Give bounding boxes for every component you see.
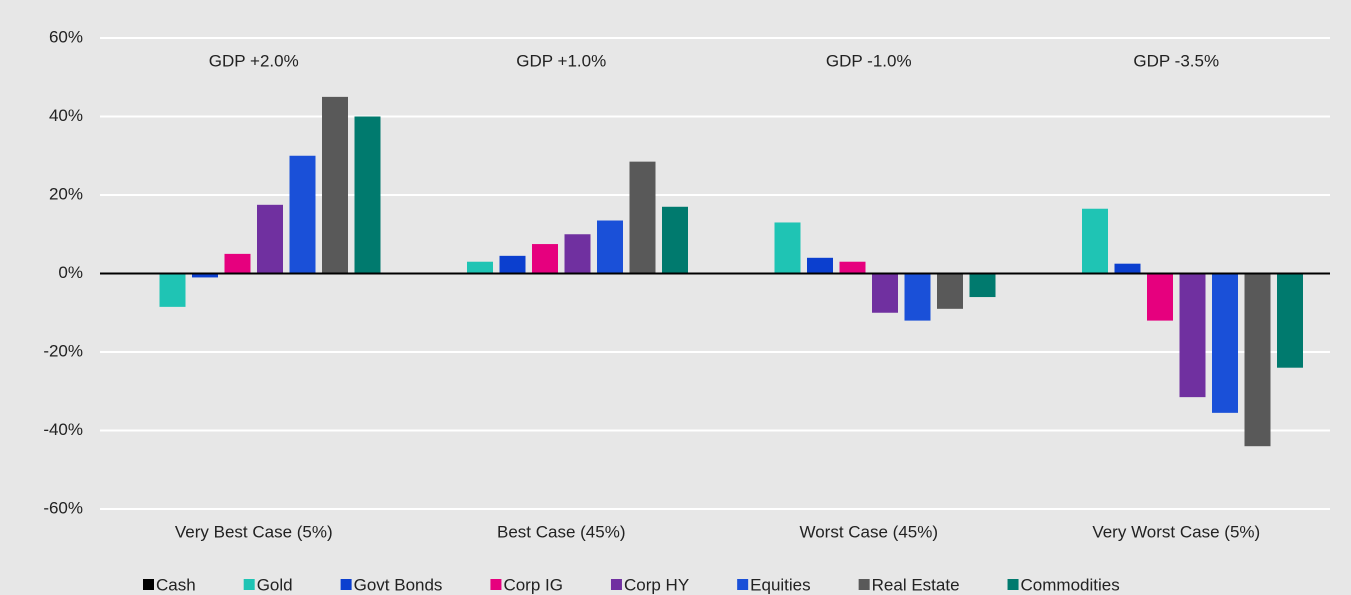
legend-swatch — [243, 579, 255, 590]
bar — [839, 261, 866, 274]
legend-label: Real Estate — [872, 575, 960, 594]
bar — [774, 222, 801, 274]
legend-label: Govt Bonds — [354, 575, 443, 594]
legend-label: Corp HY — [624, 575, 689, 594]
bar — [1114, 263, 1141, 274]
bar — [467, 261, 493, 274]
bar — [1244, 273, 1271, 447]
bar — [597, 220, 623, 274]
legend-swatch — [1007, 579, 1019, 590]
legend-label: Gold — [257, 575, 293, 594]
legend-label: Cash — [156, 575, 196, 594]
legend-swatch — [340, 579, 352, 590]
bar — [1179, 273, 1206, 398]
bar — [904, 273, 931, 321]
y-tick-label: -60% — [43, 498, 83, 517]
bar — [937, 273, 963, 309]
bar — [354, 116, 381, 274]
y-tick-label: -40% — [43, 420, 83, 439]
bar — [322, 96, 348, 274]
bar — [289, 155, 316, 274]
bar — [564, 234, 591, 274]
x-tick-label: Very Best Case (5%) — [175, 522, 333, 541]
bar — [499, 255, 526, 274]
bar — [192, 273, 218, 278]
y-tick-label: 40% — [49, 106, 83, 125]
annotation: GDP +2.0% — [209, 51, 299, 70]
y-tick-label: 60% — [49, 27, 83, 46]
bar — [1212, 273, 1238, 413]
x-tick-label: Very Worst Case (5%) — [1092, 522, 1260, 541]
bar — [807, 257, 833, 274]
bar — [159, 273, 186, 307]
legend-label: Equities — [750, 575, 810, 594]
bar — [872, 273, 898, 313]
y-tick-label: 0% — [58, 263, 83, 282]
x-tick-label: Worst Case (45%) — [799, 522, 938, 541]
legend-label: Corp IG — [503, 575, 563, 594]
annotation: GDP +1.0% — [516, 51, 606, 70]
bar — [257, 204, 283, 274]
annotation: GDP -1.0% — [826, 51, 912, 70]
bar — [969, 273, 996, 298]
bar — [1277, 273, 1303, 368]
legend-swatch — [610, 579, 622, 590]
legend-swatch — [858, 579, 870, 590]
bar — [662, 206, 688, 274]
legend-label: Commodities — [1021, 575, 1120, 594]
bar — [629, 161, 656, 274]
bar — [1082, 208, 1108, 274]
bar — [532, 244, 558, 274]
bar — [1147, 273, 1173, 321]
y-tick-label: 20% — [49, 184, 83, 203]
x-tick-label: Best Case (45%) — [497, 522, 626, 541]
annotation: GDP -3.5% — [1133, 51, 1219, 70]
y-tick-label: -20% — [43, 341, 83, 360]
legend-swatch — [737, 579, 749, 590]
legend-swatch — [490, 579, 502, 590]
bar — [224, 253, 251, 274]
legend-swatch — [143, 579, 154, 590]
